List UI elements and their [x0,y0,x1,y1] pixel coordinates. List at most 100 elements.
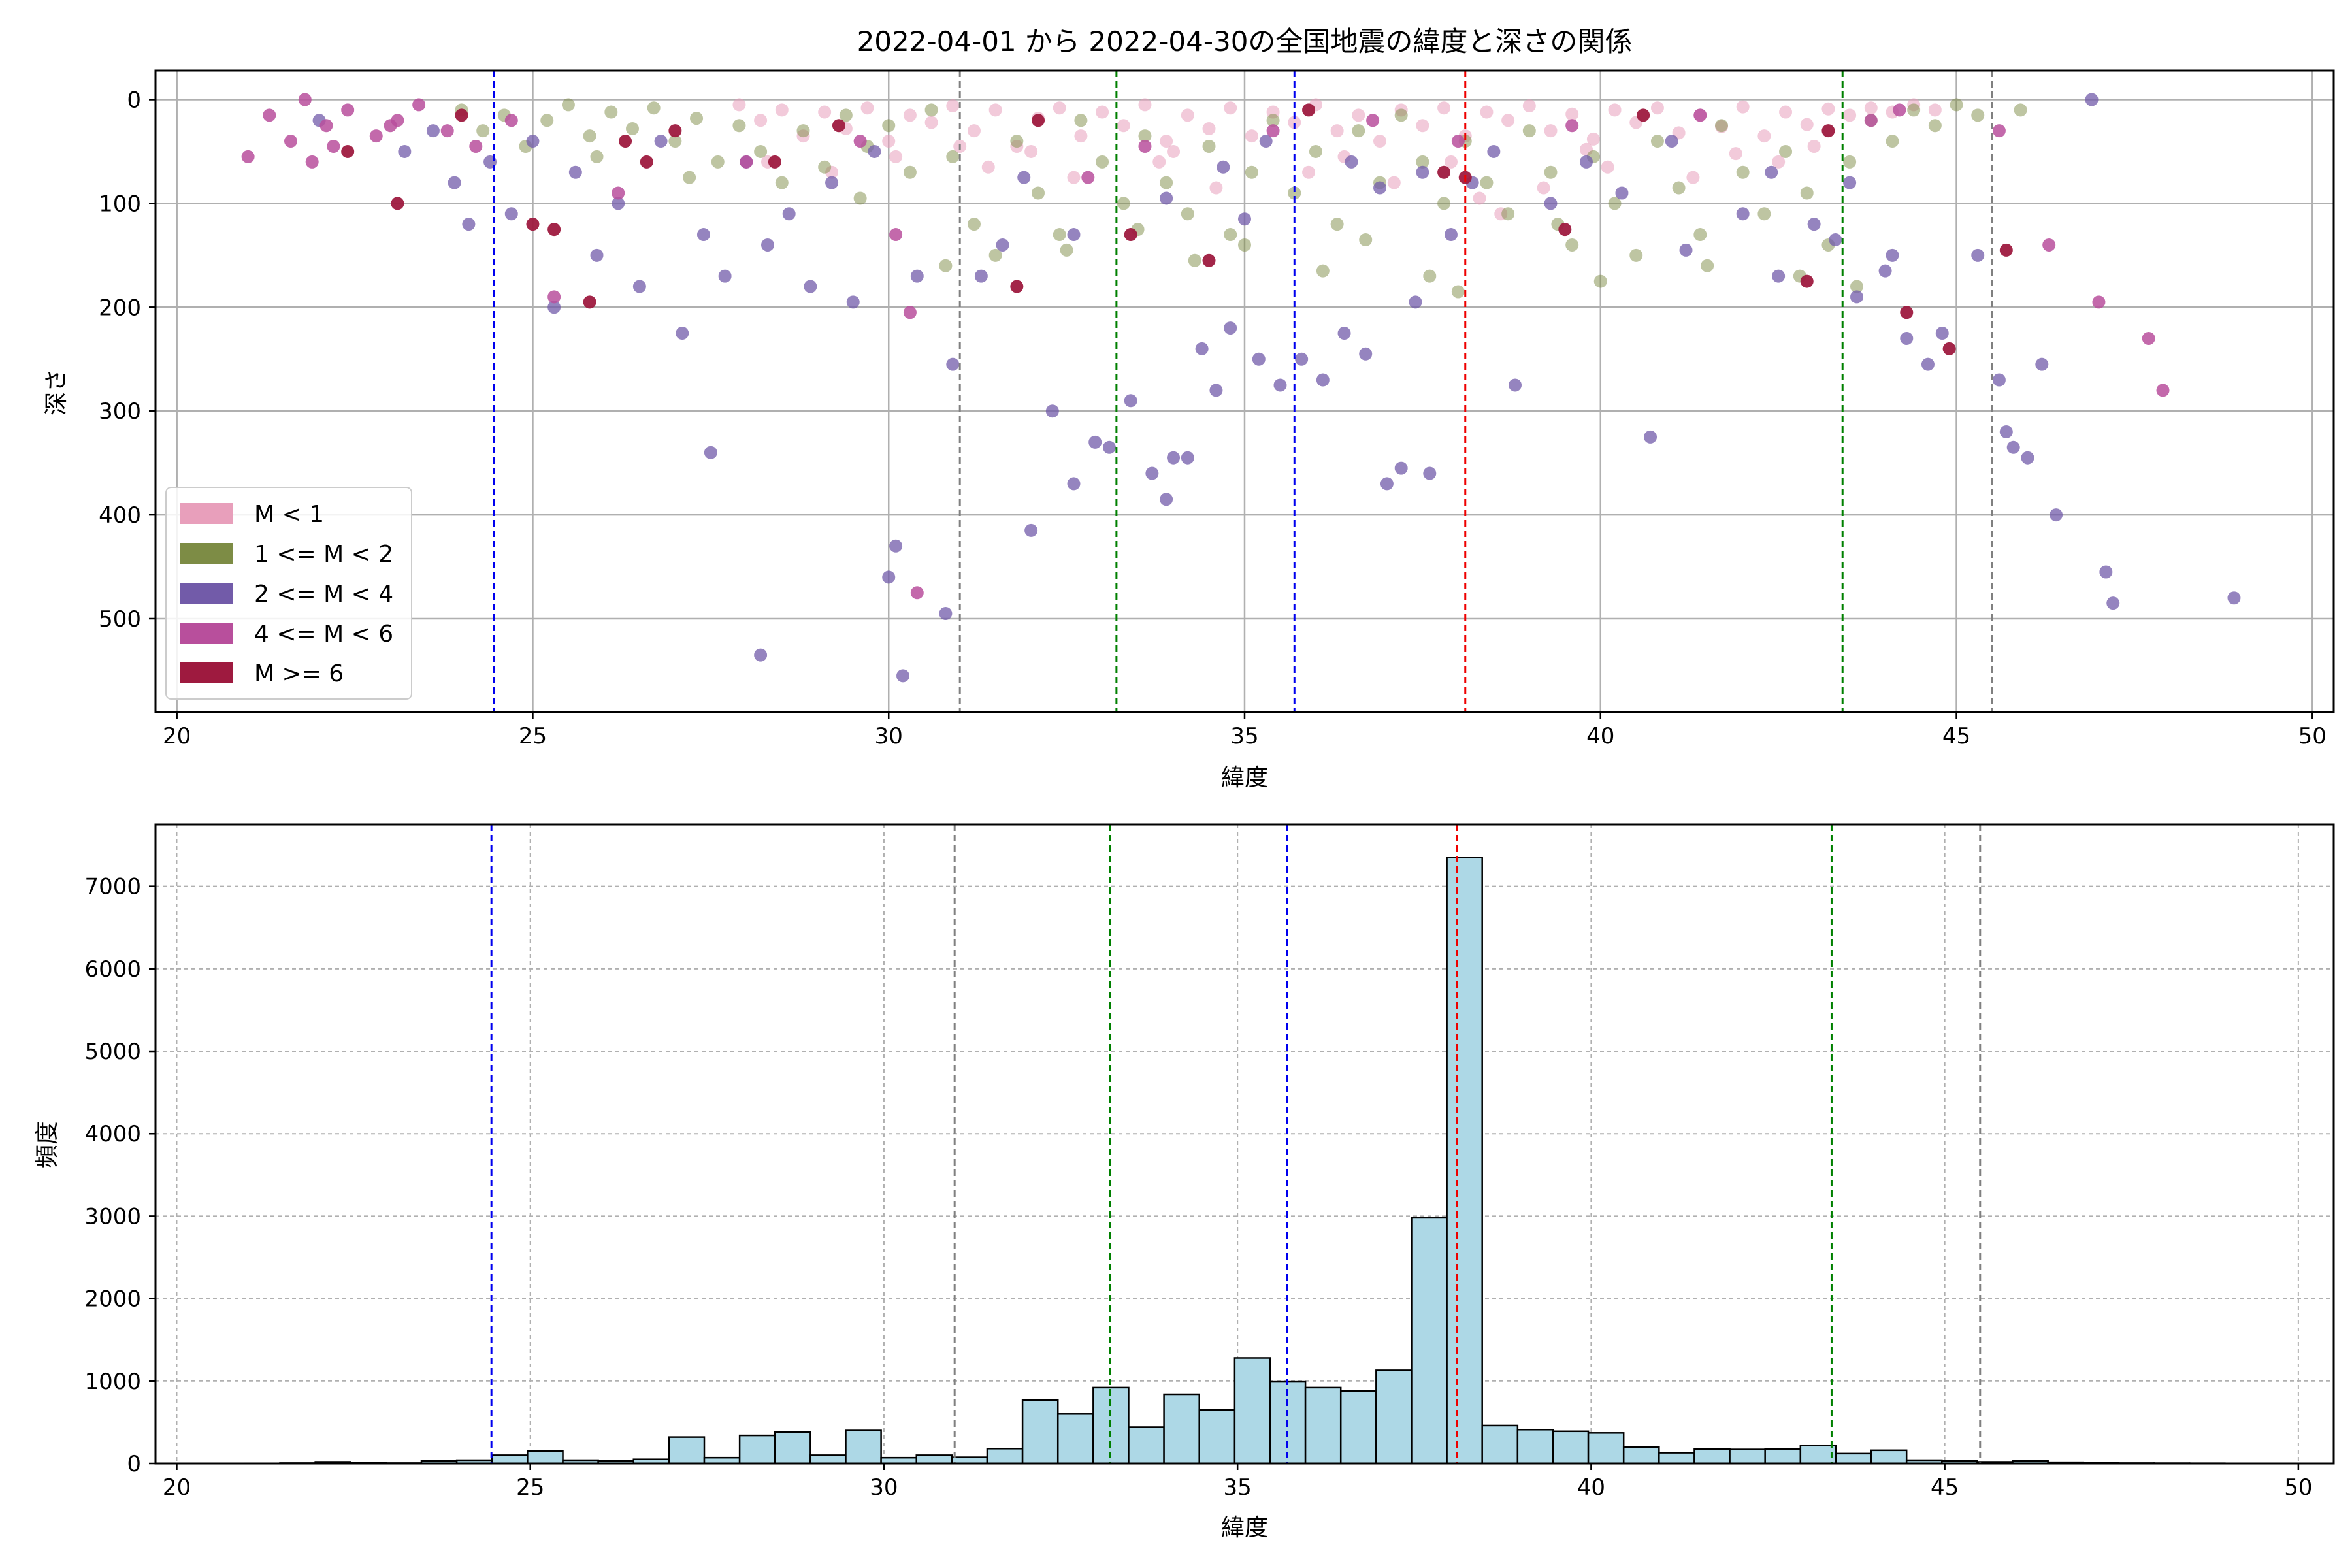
scatter-point [1544,124,1558,138]
scatter-point [1437,197,1451,210]
scatter-point [910,586,924,600]
scatter-point [640,155,653,169]
scatter-point [853,135,867,148]
scatter-point [967,124,981,138]
scatter-point [1195,342,1209,355]
scatter-point [696,228,710,242]
histogram-y-tick-label: 6000 [84,956,141,983]
scatter-point [1259,135,1273,148]
histogram-bar [668,1436,706,1465]
scatter-point [1579,155,1593,169]
scatter-point [1509,378,1522,392]
scatter-point [2014,103,2027,117]
scatter-point [1124,228,1137,242]
scatter-point [1864,114,1878,127]
scatter-point [740,155,753,169]
scatter-point [1601,160,1614,174]
scatter-point [540,114,554,127]
scatter-point [1800,186,1814,200]
scatter-point [1053,228,1066,242]
scatter-point [1067,171,1081,184]
legend-swatch [180,503,233,524]
scatter-y-tick-label: 200 [99,295,141,321]
scatter-point [1950,98,1963,112]
scatter-point [1074,129,1088,143]
scatter-point [398,144,412,158]
histogram-x-ticks: 20 25 30 35 40 45 50 [163,1463,2313,1501]
scatter-point [1736,165,1750,179]
legend-entry-label: 2 <= M < 4 [254,581,393,608]
scatter-point [967,218,981,231]
scatter-point [647,101,661,115]
scatter-point [1380,477,1394,491]
scatter-point [1202,253,1216,267]
scatter-point [426,124,440,138]
scatter-point [1345,155,1358,169]
scatter-reference-lines [493,71,1993,712]
scatter-point [1650,101,1664,115]
scatter-point [853,191,867,205]
scatter-point [1501,207,1515,221]
histogram-bar [1764,1448,1802,1465]
scatter-point [1209,181,1223,195]
scatter-point [1330,124,1344,138]
scatter-point [583,129,596,143]
legend-swatch [180,543,233,564]
scatter-point [946,99,960,113]
scatter-x-tick-label: 35 [1230,723,1258,749]
scatter-point [1224,101,1237,115]
scatter-point [625,122,639,135]
histogram-bar [1304,1386,1342,1465]
scatter-point [1693,228,1707,242]
scatter-y-tick-label: 400 [99,502,141,529]
scatter-x-axis-label: 緯度 [1221,764,1268,791]
scatter-point [1736,207,1750,221]
scatter-point [1394,461,1408,475]
scatter-point [1522,99,1536,113]
scatter-point [612,197,625,210]
scatter-point [547,223,561,237]
scatter-point [1693,108,1707,122]
scatter-point [1444,155,1458,169]
scatter-point [1032,114,1045,127]
scatter-point [1992,124,2006,138]
scatter-point [1565,238,1579,252]
scatter-point [946,357,960,371]
histogram-reference-lines [490,825,1982,1463]
scatter-point [1373,135,1387,148]
scatter-point [1394,108,1408,122]
scatter-point [1928,119,1942,133]
scatter-point [1473,191,1486,205]
scatter-point [526,218,540,231]
scatter-point [832,119,845,133]
scatter-series-1 [455,98,2027,299]
histogram-y-tick-label: 5000 [84,1039,141,1065]
scatter-point [341,103,355,117]
histogram-bar [527,1450,564,1465]
scatter-point [1821,102,1835,116]
scatter-point [1672,181,1686,195]
scatter-point [903,306,917,319]
latitude-frequency-histogram: 20 25 30 35 40 45 50 0 1000 2000 3000 4000 5000 6000… [34,823,2335,1541]
scatter-point [1757,129,1771,143]
scatter-point [547,290,561,304]
scatter-point [1024,523,1038,537]
scatter-point [903,108,917,122]
scatter-point [768,155,781,169]
scatter-point [1160,191,1173,205]
scatter-point [1416,119,1429,133]
scatter-point [1480,105,1494,119]
scatter-x-ticks: 20 25 30 35 40 45 50 [163,712,2327,749]
scatter-point [1081,171,1095,184]
scatter-point [1117,197,1130,210]
scatter-point [775,176,789,189]
histogram-bar [1835,1452,1872,1465]
scatter-point [1045,404,1059,418]
scatter-point [818,105,832,119]
scatter-point [1714,119,1728,133]
scatter-point [939,259,953,272]
scatter-point [1138,139,1152,153]
scatter-point [1152,155,1166,169]
histogram-bars [244,857,2296,1465]
scatter-point [996,238,1009,252]
